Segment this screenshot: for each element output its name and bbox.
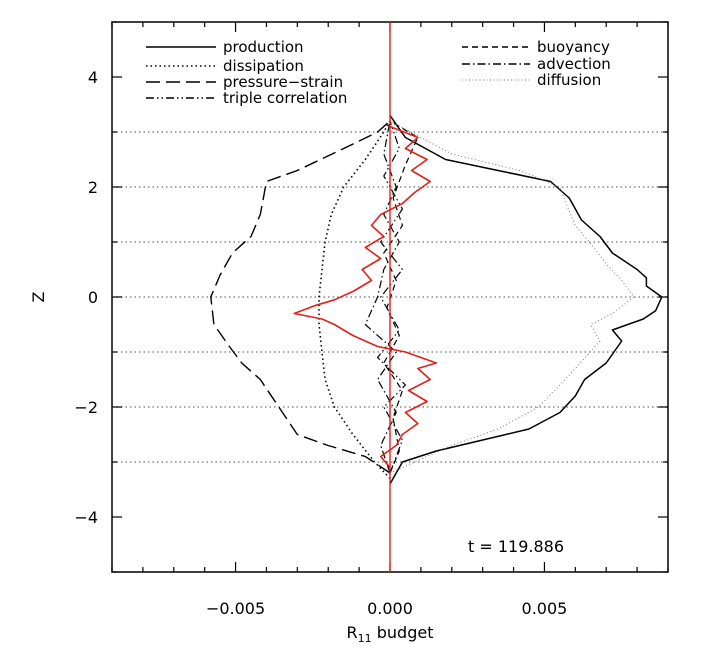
legend-label-dissipation: dissipation xyxy=(223,57,304,75)
legend: production dissipation pressure−strain t… xyxy=(146,38,611,107)
legend-label-triple-correlation: triple correlation xyxy=(223,89,347,107)
series-dissipation xyxy=(318,120,391,480)
x-axis-label: R11 budget xyxy=(347,623,434,645)
y-tick-label: −2 xyxy=(74,398,98,417)
x-axis-label-suffix: budget xyxy=(372,623,434,642)
series-advection xyxy=(364,120,400,474)
series-buoyancy xyxy=(383,120,419,474)
y-tick-label: −4 xyxy=(74,508,98,527)
y-tick-label: 4 xyxy=(88,68,98,87)
time-annotation: t = 119.886 xyxy=(468,537,564,556)
axis-ticks xyxy=(111,21,669,573)
x-axis-label-sub: 11 xyxy=(358,632,372,645)
series-pressure-strain xyxy=(210,120,391,474)
legend-label-production: production xyxy=(223,38,304,56)
y-tick-label: 0 xyxy=(88,288,98,307)
y-tick-labels: −4 −2 0 2 4 xyxy=(74,68,98,527)
legend-label-diffusion: diffusion xyxy=(537,71,601,89)
series-triple-correlation xyxy=(377,120,406,474)
x-tick-label: 0.005 xyxy=(522,599,568,618)
legend-label-advection: advection xyxy=(537,55,611,73)
legend-label-pressure-strain: pressure−strain xyxy=(223,73,343,91)
y-axis-label: Z xyxy=(29,291,48,302)
x-axis-label-main: R xyxy=(347,623,358,642)
x-tick-label: 0.000 xyxy=(367,599,413,618)
series-red-profile xyxy=(293,125,438,469)
legend-label-buoyancy: buoyancy xyxy=(537,38,610,56)
series-lines xyxy=(210,115,663,485)
x-tick-label: −0.005 xyxy=(206,599,265,618)
x-tick-labels: −0.005 0.000 0.005 xyxy=(206,599,567,618)
series-production xyxy=(389,115,663,485)
y-tick-label: 2 xyxy=(88,178,98,197)
